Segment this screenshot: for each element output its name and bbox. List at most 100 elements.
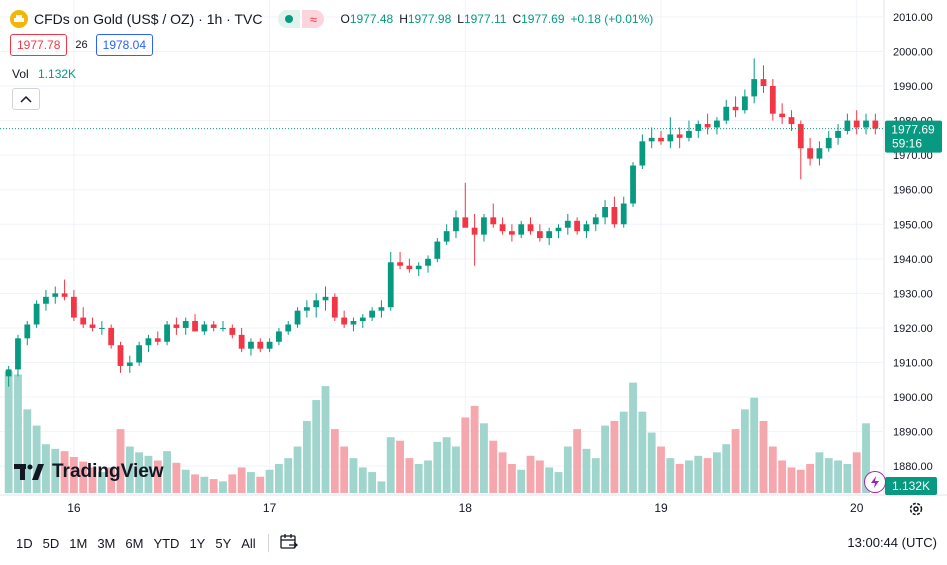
volume-bar xyxy=(713,452,721,493)
candle-body xyxy=(164,324,170,342)
calendar-range-icon[interactable] xyxy=(279,533,299,554)
candle xyxy=(303,300,310,318)
candle-body xyxy=(126,362,133,366)
volume-bar xyxy=(852,452,861,493)
candle xyxy=(313,293,320,318)
range-button-1y[interactable]: 1Y xyxy=(189,535,206,551)
volume-bar xyxy=(554,472,563,493)
volume-bar xyxy=(172,462,181,493)
range-button-5d[interactable]: 5D xyxy=(42,535,60,551)
time-axis[interactable]: 161718192023 xyxy=(67,501,947,515)
candle xyxy=(490,203,497,228)
candle xyxy=(322,286,329,311)
candle-body xyxy=(378,307,385,311)
candle xyxy=(620,196,627,228)
collapse-legend-button[interactable] xyxy=(12,88,40,110)
candle-body xyxy=(769,86,776,114)
volume-bar xyxy=(573,429,582,493)
candle-body xyxy=(210,324,217,328)
volume-bar xyxy=(461,417,470,493)
range-button-1d[interactable]: 1D xyxy=(16,535,33,551)
volume-bar xyxy=(330,429,339,493)
candle xyxy=(499,217,506,235)
ohlc-low: L1977.11 xyxy=(457,12,507,26)
candle-body xyxy=(266,341,273,349)
candle-body xyxy=(807,148,813,159)
lightning-icon[interactable] xyxy=(864,471,886,493)
candle-body xyxy=(741,96,748,111)
candle xyxy=(98,321,105,335)
price-tick-label: 2000.00 xyxy=(893,46,933,58)
range-button-3m[interactable]: 3M xyxy=(97,535,116,551)
range-button-6m[interactable]: 6M xyxy=(125,535,144,551)
candle-body xyxy=(303,307,310,311)
collapse-chevron-icon xyxy=(20,95,32,103)
volume-bar xyxy=(480,423,488,493)
volume-bar xyxy=(60,451,69,493)
price-tick-label: 1880.00 xyxy=(893,461,933,473)
volume-bar xyxy=(442,437,451,493)
utc-clock[interactable]: 13:00:44 (UTC) xyxy=(847,535,937,550)
volume-bar xyxy=(405,458,414,493)
volume-bar xyxy=(601,425,609,493)
price-tick-label: 2010.00 xyxy=(893,12,933,24)
volume-bar xyxy=(97,472,106,493)
candle xyxy=(872,113,879,135)
sell-button[interactable]: 1977.78 xyxy=(10,34,68,56)
market-status-pill[interactable]: ≈ xyxy=(278,10,325,28)
candle-body xyxy=(5,369,12,377)
volume-bar xyxy=(647,432,656,493)
candle xyxy=(863,113,869,135)
volume-bar xyxy=(32,425,41,493)
candle-body xyxy=(555,227,562,232)
candle xyxy=(714,117,720,135)
price-tick-label: 1900.00 xyxy=(893,392,933,404)
range-button-ytd[interactable]: YTD xyxy=(153,535,180,551)
candle xyxy=(164,321,170,346)
settings-gear-icon[interactable] xyxy=(906,499,926,519)
candle xyxy=(443,224,450,245)
symbol-title[interactable]: CFDs on Gold (US$ / OZ) · 1h · TVC xyxy=(34,11,263,27)
candle-body xyxy=(779,113,786,118)
candle-body xyxy=(173,324,180,328)
volume-bar xyxy=(69,456,78,493)
volume-bar xyxy=(386,437,395,493)
candle xyxy=(397,251,403,270)
range-button-5y[interactable]: 5Y xyxy=(215,535,232,551)
buy-button[interactable]: 1978.04 xyxy=(95,34,154,56)
tradingview-logo[interactable]: TradingView xyxy=(14,461,164,483)
volume-bars xyxy=(4,371,880,493)
time-tick-label: 16 xyxy=(67,501,81,515)
candle xyxy=(434,238,441,263)
volume-bar xyxy=(51,448,60,493)
volume-bar xyxy=(424,460,432,493)
candle-body xyxy=(816,148,823,159)
volume-bar xyxy=(125,446,134,493)
range-button-all[interactable]: All xyxy=(241,535,256,551)
volume-bar xyxy=(302,420,311,493)
candle-body xyxy=(24,324,31,339)
candle-body xyxy=(285,324,292,332)
volume-bar xyxy=(88,467,97,493)
countdown-text: 59:16 xyxy=(892,137,922,151)
candle-body xyxy=(80,317,87,325)
logo-text: TradingView xyxy=(52,461,164,482)
volume-bar xyxy=(79,461,88,493)
volume-bar xyxy=(507,463,516,493)
candle-body xyxy=(723,106,730,121)
volume-bar xyxy=(824,458,833,493)
candle xyxy=(471,213,478,266)
candle-body xyxy=(592,217,599,225)
volume-bar xyxy=(629,382,637,493)
candle xyxy=(453,210,459,239)
candle xyxy=(779,103,786,125)
volume-bar xyxy=(768,446,777,493)
volume-tag-text: 1.132K xyxy=(892,479,930,493)
range-button-1m[interactable]: 1M xyxy=(69,535,88,551)
candle xyxy=(24,321,31,346)
volume-bar xyxy=(834,460,842,493)
price-axis[interactable]: 1880.00 1890.00 1900.00 1910.00 1920.00 1930.… xyxy=(893,12,933,473)
candle-body xyxy=(490,217,497,225)
candle xyxy=(108,324,115,349)
